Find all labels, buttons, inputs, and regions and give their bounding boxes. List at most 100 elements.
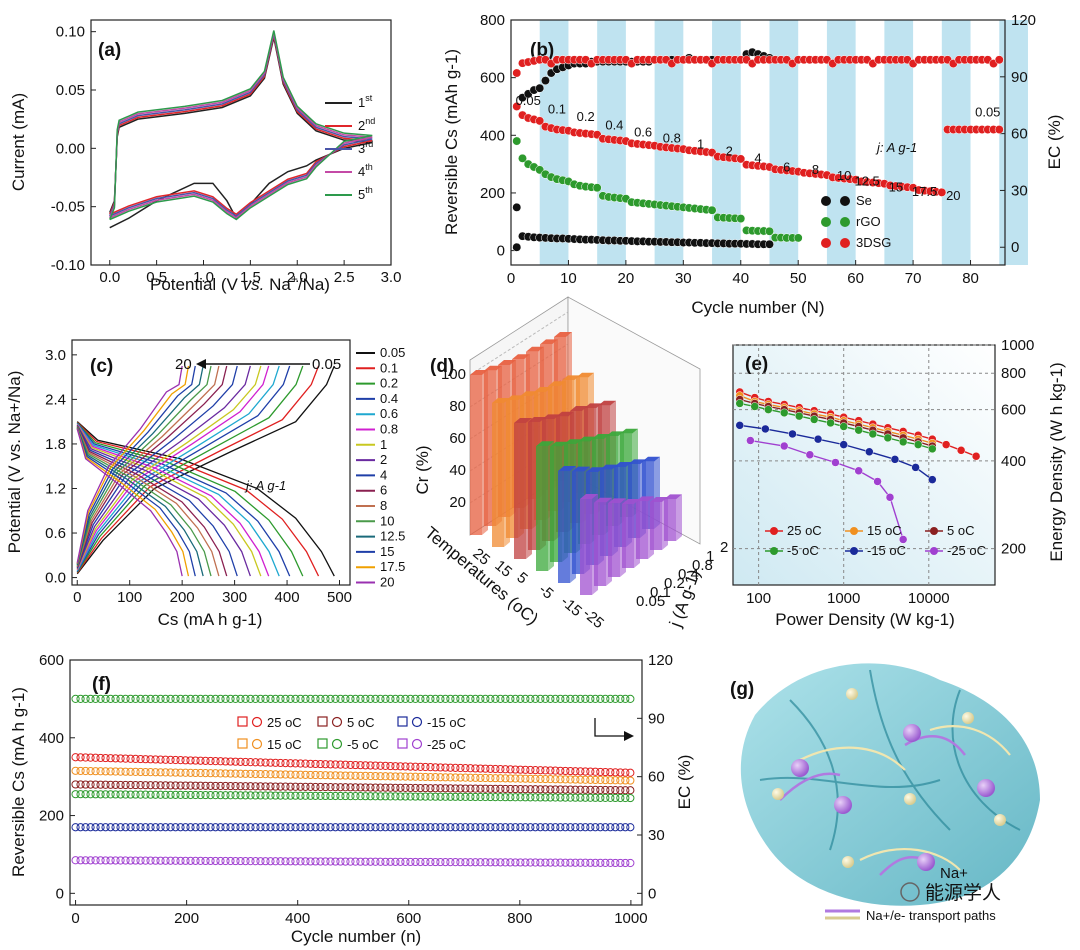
b-data-point: [592, 183, 602, 193]
f-data-point: [541, 766, 550, 775]
f-legend-marker: [411, 716, 423, 728]
f-data-point: [476, 773, 485, 783]
b-data-point: [518, 153, 527, 163]
b-data-point: [793, 233, 803, 243]
f-data-point: [591, 823, 600, 832]
f-data-point: [586, 767, 595, 776]
f-data-point: [391, 694, 400, 703]
f-data-point: [286, 759, 295, 768]
f-data-point: [211, 781, 220, 791]
f-data-point: [301, 791, 310, 800]
c-charge-curve: [76, 365, 196, 565]
f-data-point: [556, 858, 565, 867]
f-data-point: [101, 790, 110, 799]
f-data-point: [351, 792, 360, 801]
c-discharge-curve: [76, 426, 220, 577]
d-x-tick-label: 5: [513, 569, 530, 587]
f-data-point: [621, 793, 630, 803]
f-data-point: [476, 823, 485, 832]
f-data-point: [606, 776, 615, 785]
e-legend-marker: [930, 547, 938, 555]
f-data-point: [126, 780, 135, 790]
f-data-point: [156, 781, 165, 790]
f-data-point: [386, 823, 395, 832]
f-data-point: [471, 858, 480, 867]
f-data-point: [176, 856, 185, 865]
f-data-point: [356, 783, 365, 792]
f-data-point: [496, 858, 505, 867]
f-data-point: [196, 790, 205, 800]
f-data-point: [181, 790, 190, 800]
g-ion-label: Na+: [940, 865, 968, 882]
f-data-point: [301, 782, 310, 791]
f-data-point: [526, 765, 535, 775]
f-data-point: [311, 857, 320, 866]
e-data-point: [764, 405, 773, 414]
b-y-tick-label: 400: [480, 127, 505, 144]
f-data-point: [546, 775, 555, 784]
f-data-point: [206, 756, 215, 766]
b-y2-tick-label: 120: [1011, 12, 1036, 29]
f-data-point: [261, 770, 270, 779]
f-data-point: [201, 694, 210, 703]
f-data-point: [326, 783, 335, 792]
f-data-point: [626, 768, 635, 777]
c-charge-curve: [76, 365, 270, 571]
f-data-point: [531, 774, 540, 783]
e-data-point: [779, 441, 789, 451]
f-data-point: [161, 768, 170, 777]
f-data-point: [601, 694, 610, 703]
f-data-point: [266, 770, 275, 779]
f-data-point: [261, 758, 270, 767]
e-data-point: [761, 424, 770, 434]
f-data-point: [351, 771, 360, 780]
c-discharge-curve: [76, 424, 251, 577]
b-y2-tick-label: 60: [1011, 126, 1028, 143]
f-data-point: [456, 792, 465, 801]
f-data-point: [231, 791, 240, 800]
f-data-point: [91, 823, 100, 832]
d-y-tick-label: 1: [706, 548, 714, 565]
f-data-point: [341, 760, 350, 769]
b-rate-label: 1: [697, 136, 704, 151]
f-data-point: [506, 765, 515, 774]
f-data-point: [481, 764, 490, 773]
a-y-tick-label: 0.00: [56, 140, 85, 157]
f-data-point: [291, 770, 300, 779]
b-legend-marker: [840, 217, 850, 227]
f-data-point: [441, 763, 450, 772]
f-data-point: [111, 767, 120, 776]
f-data-point: [606, 858, 615, 867]
d-bar-front: [492, 403, 504, 547]
f-data-point: [161, 856, 170, 865]
f-data-point: [226, 769, 235, 778]
f-legend-label: -5 oC: [347, 737, 379, 752]
b-rate-label: 10: [837, 168, 851, 183]
f-data-point: [536, 793, 545, 802]
f-data-point: [111, 694, 120, 703]
e-y-tick-label: 200: [1001, 541, 1026, 558]
b-x-tick-label: 50: [790, 270, 807, 287]
f-data-point: [226, 791, 235, 800]
e-data-point: [898, 535, 908, 544]
d-bar-side: [504, 398, 510, 547]
f-data-point: [556, 694, 565, 703]
f-data-point: [281, 823, 290, 832]
c-discharge-curve: [76, 428, 183, 577]
f-data-point: [501, 793, 510, 802]
f-data-point: [491, 784, 500, 793]
f-data-point: [221, 823, 230, 832]
f-data-point: [581, 858, 590, 867]
f-data-point: [211, 757, 220, 766]
f-data-point: [516, 858, 525, 867]
f-data-point: [76, 766, 85, 776]
f-data-point: [271, 823, 280, 832]
g-legend-text: Na+/e- transport paths: [866, 908, 996, 923]
f-data-point: [96, 790, 105, 799]
f-data-point: [171, 781, 180, 790]
f-data-point: [166, 856, 175, 865]
c-x-tick-label: 300: [222, 589, 247, 606]
f-data-point: [281, 770, 290, 779]
f-data-point: [466, 792, 475, 802]
f-data-point: [81, 753, 90, 762]
